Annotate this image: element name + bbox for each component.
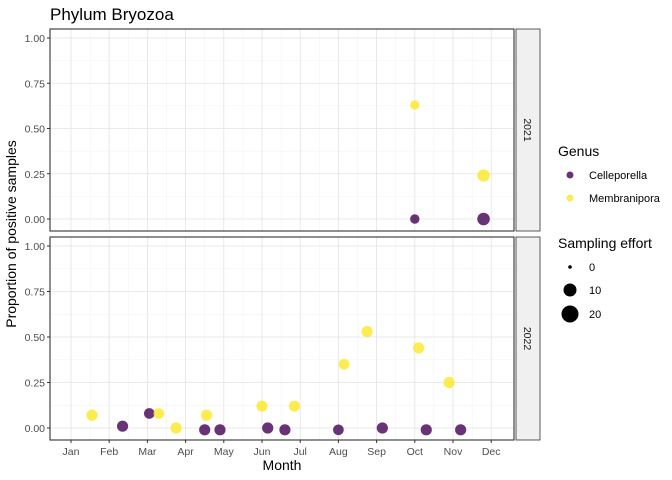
x-tick-label: Dec (482, 446, 501, 458)
y-tick-label: 0.00 (25, 423, 46, 435)
point-celleporella (262, 422, 274, 434)
legend-size-label-10: 10 (589, 285, 601, 297)
point-celleporella (420, 424, 432, 436)
legend-size-key-20 (561, 305, 579, 323)
strip-background (515, 236, 541, 441)
point-membranipora (410, 100, 420, 110)
x-tick-label: Sep (367, 446, 386, 458)
legend-label-membranipora: Membranipora (589, 193, 661, 205)
legend-label-celleporella: Celleporella (589, 170, 648, 182)
y-tick-label: 0.00 (25, 214, 46, 226)
panel-2021: 0.00 0.25 0.50 0.75 1.00 2021 (25, 28, 541, 232)
legend-size-key-10 (563, 283, 577, 297)
point-celleporella (376, 422, 388, 434)
y-tick-label: 0.75 (25, 287, 46, 299)
legend-size-label-0: 0 (589, 262, 595, 274)
legend-size-label-20: 20 (589, 309, 601, 321)
panel-background (50, 237, 514, 440)
point-membranipora (201, 409, 213, 421)
x-tick-label: Jan (63, 446, 80, 458)
point-celleporella (410, 214, 420, 224)
point-membranipora (86, 409, 98, 421)
panels: 0.00 0.25 0.50 0.75 1.00 2021 0.00 0.25 0.50 0.75… (25, 28, 541, 458)
x-tick-label: Mar (138, 446, 157, 458)
x-tick-label: Apr (177, 446, 194, 458)
x-tick-label: Feb (100, 446, 118, 458)
panel-border (49, 28, 515, 232)
strip-label: 2021 (521, 118, 533, 142)
point-celleporella (477, 212, 490, 226)
x-tick-label: Jun (254, 446, 271, 458)
point-membranipora (153, 408, 165, 419)
point-membranipora (361, 325, 373, 338)
legend-genus-title: Genus (558, 143, 599, 159)
panel-2022: 0.00 0.25 0.50 0.75 1.00 2022 (25, 236, 541, 441)
x-tick-label: Nov (444, 446, 463, 458)
point-membranipora (477, 169, 490, 182)
point-celleporella (143, 408, 155, 419)
x-tick-label: Jul (293, 446, 306, 458)
point-membranipora (413, 342, 425, 354)
point-membranipora (443, 376, 455, 389)
panel-background (50, 29, 514, 231)
point-membranipora (338, 358, 350, 370)
point-celleporella (199, 424, 211, 436)
strip-background (515, 28, 541, 232)
point-celleporella (116, 420, 129, 432)
point-celleporella (333, 424, 344, 436)
y-tick-label: 0.50 (25, 124, 46, 136)
legend-size-title: Sampling effort (558, 235, 652, 251)
legend-key-membranipora (566, 194, 574, 202)
y-tick-label: 0.75 (25, 78, 46, 90)
chart-title: Phylum Bryozoa (50, 5, 174, 24)
y-tick-label: 0.50 (25, 332, 46, 344)
point-celleporella (214, 424, 226, 436)
point-membranipora (170, 422, 182, 434)
x-tick-label: May (214, 446, 235, 458)
point-celleporella (455, 424, 467, 436)
legend-key-celleporella (566, 171, 574, 179)
x-tick-label: Oct (407, 446, 423, 458)
y-axis-title: Proportion of positive samples (3, 140, 19, 328)
legend-size-key-0 (568, 265, 572, 269)
y-tick-label: 0.25 (25, 169, 46, 181)
point-celleporella (279, 424, 291, 436)
point-membranipora (288, 400, 301, 412)
panel-border (49, 236, 515, 441)
x-tick-label: Aug (329, 446, 348, 458)
y-tick-label: 1.00 (25, 241, 46, 253)
legend: Genus Celleporella Membranipora Sampling… (558, 143, 661, 323)
x-axis-title: Month (263, 457, 302, 473)
y-tick-label: 1.00 (25, 33, 46, 45)
y-tick-label: 0.25 (25, 378, 46, 390)
point-membranipora (256, 400, 268, 412)
strip-label: 2022 (521, 327, 533, 351)
